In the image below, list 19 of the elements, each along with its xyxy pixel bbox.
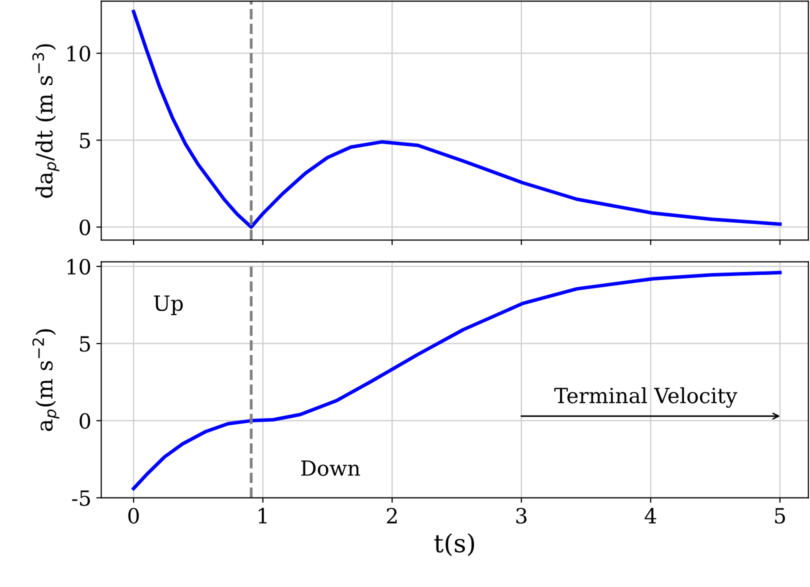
x-tick-label: 1: [258, 508, 267, 524]
x-tick-label: 0: [128, 508, 139, 524]
y-tick-label: 5: [80, 132, 90, 148]
x-tick-label: 4: [644, 508, 656, 524]
annotation: Up: [154, 296, 183, 316]
y-axis-title: da$_{p}$/dt (m s$^{−3}$): [32, 44, 60, 198]
y-tick-label: 10: [68, 46, 90, 62]
x-axis-title: t(s): [434, 533, 474, 556]
y-tick-label: -5: [72, 490, 90, 506]
y-tick-label: 0: [80, 220, 90, 236]
y-tick-label: 0: [80, 413, 90, 429]
y-tick-label: 10: [68, 258, 90, 275]
annotation: Down: [301, 460, 360, 476]
y-axis-title: a$_{p}$(m s$^{−2}$): [32, 329, 60, 432]
x-tick-label: 5: [775, 508, 785, 524]
x-tick-label: 3: [516, 508, 526, 524]
annotation: Terminal Velocity: [554, 387, 738, 408]
x-tick-label: 2: [386, 508, 397, 524]
y-tick-label: 5: [80, 336, 90, 352]
